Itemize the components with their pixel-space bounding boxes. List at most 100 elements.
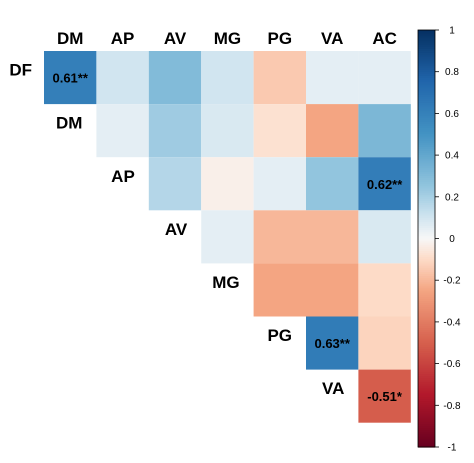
row-label: DM <box>56 114 82 133</box>
colorbar-segment <box>418 399 435 402</box>
colorbar-segment <box>418 357 435 361</box>
heatmap-cell-ap-ac <box>358 157 411 211</box>
colorbar-segment <box>418 138 435 142</box>
colorbar-segment <box>418 167 435 171</box>
heatmap-cell-ap-av <box>148 157 202 211</box>
colorbar-segment <box>418 52 435 56</box>
colorbar-segment <box>418 386 435 390</box>
heatmap-cell-av-va <box>306 210 359 264</box>
colorbar-segment <box>418 330 435 333</box>
colorbar-segment <box>418 219 435 223</box>
colorbar-segment <box>418 132 435 135</box>
colorbar-segment <box>418 40 435 44</box>
colorbar-segment <box>418 178 435 181</box>
colorbar-segment <box>418 432 435 436</box>
colorbar-segment <box>418 115 435 119</box>
colorbar-segment <box>418 409 435 413</box>
colorbar-segment <box>418 207 435 210</box>
colorbar-segment <box>418 180 435 183</box>
colorbar-segment <box>418 84 435 87</box>
colorbar-segment <box>418 257 435 260</box>
colorbar-tick-label: 0.4 <box>445 151 459 162</box>
colorbar-segment <box>418 215 435 219</box>
colorbar-segment <box>418 342 435 346</box>
colorbar-segment <box>418 294 435 298</box>
colorbar-segment <box>418 228 435 231</box>
colorbar-segment <box>418 94 435 98</box>
colorbar-segment <box>418 150 435 154</box>
colorbar-segment <box>418 444 435 448</box>
colorbar-segment <box>418 100 435 104</box>
colorbar-segment <box>418 388 435 392</box>
colorbar-segment <box>418 34 435 37</box>
colorbar-tick-label: 1 <box>449 26 455 37</box>
colorbar-segment <box>418 428 435 431</box>
colorbar-segment <box>418 273 435 277</box>
colorbar-segment <box>418 315 435 319</box>
colorbar-segment <box>418 205 435 208</box>
colorbar-segment <box>418 98 435 102</box>
heatmap-cell-df-va <box>306 51 359 105</box>
colorbar-segment <box>418 102 435 106</box>
colorbar-segment <box>418 380 435 383</box>
colorbar-segment <box>418 415 435 419</box>
colorbar-segment <box>418 111 435 114</box>
colorbar-segment <box>418 223 435 227</box>
colorbar-segment <box>418 198 435 202</box>
colorbar-segment <box>418 171 435 175</box>
colorbar-segment <box>418 307 435 310</box>
heatmap-cell-va-ac <box>358 369 411 423</box>
colorbar-tick-label: 0 <box>449 234 455 245</box>
colorbar-segment <box>418 75 435 79</box>
column-label: AC <box>372 29 397 48</box>
row-label: MG <box>212 273 239 292</box>
colorbar-segment <box>418 282 435 285</box>
colorbar-segment <box>418 434 435 438</box>
colorbar-segment <box>418 165 435 169</box>
colorbar-segment <box>418 424 435 427</box>
colorbar-segment <box>418 346 435 350</box>
colorbar-segment <box>418 382 435 386</box>
colorbar-segment <box>418 59 435 62</box>
colorbar-segment <box>418 403 435 406</box>
colorbar-segment <box>418 50 435 54</box>
colorbar-segment <box>418 107 435 110</box>
colorbar-tick-label: -0.6 <box>443 359 461 370</box>
row-label: DF <box>9 61 32 80</box>
colorbar-segment <box>418 411 435 415</box>
heatmap-cell-mg-va <box>306 263 359 317</box>
colorbar-segment <box>418 374 435 377</box>
colorbar-tick-label: -0.4 <box>443 317 461 328</box>
colorbar-segment <box>418 92 435 96</box>
colorbar-segment <box>418 323 435 327</box>
colorbar-segment <box>418 234 435 238</box>
colorbar-segment <box>418 413 435 417</box>
colorbar-segment <box>418 361 435 365</box>
column-label: DM <box>57 29 83 48</box>
colorbar-segment <box>418 246 435 250</box>
colorbar-segment <box>418 163 435 167</box>
colorbar-segment <box>418 200 435 204</box>
colorbar-segment <box>418 184 435 187</box>
cell-value-label: 0.62** <box>367 177 403 192</box>
colorbar-segment <box>418 426 435 429</box>
colorbar-segment <box>418 57 435 60</box>
colorbar-segment <box>418 88 435 92</box>
colorbar-segment <box>418 196 435 200</box>
colorbar-segment <box>418 326 435 329</box>
colorbar-segment <box>418 244 435 248</box>
colorbar-segment <box>418 267 435 271</box>
heatmap-cell-dm-pg <box>253 104 306 158</box>
colorbar-segment <box>418 340 435 344</box>
heatmap-cell-df-ap <box>96 51 149 105</box>
heatmap-cell-av-ac <box>358 210 411 264</box>
colorbar-segment <box>418 344 435 348</box>
column-labels: DM AP AV MG PG VA AC <box>57 29 397 48</box>
colorbar-segment <box>418 211 435 215</box>
colorbar-segment <box>418 286 435 290</box>
colorbar-segment <box>418 125 435 129</box>
heatmap-cell-dm-ap <box>96 104 149 158</box>
heatmap-cell-pg-va <box>306 316 359 370</box>
colorbar-segment <box>418 42 435 46</box>
colorbar-segment <box>418 61 435 64</box>
